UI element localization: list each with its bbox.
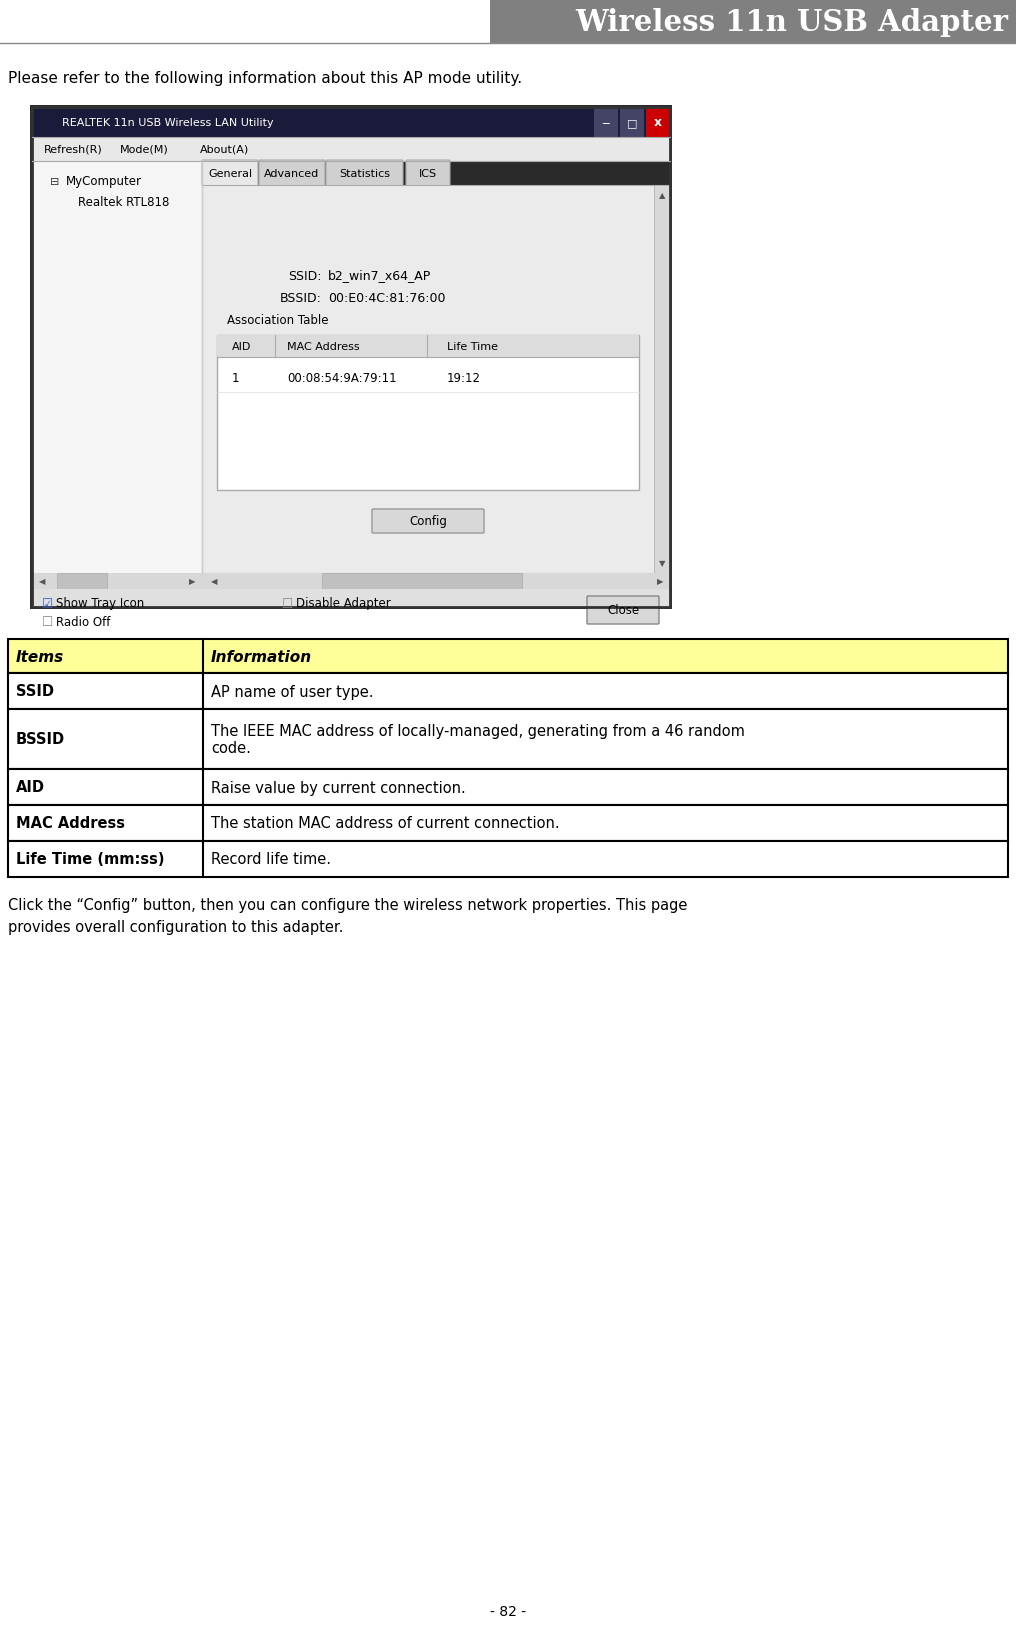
Text: Information: Information xyxy=(211,649,312,663)
Text: Radio Off: Radio Off xyxy=(56,615,111,628)
Text: AID: AID xyxy=(232,342,251,352)
FancyBboxPatch shape xyxy=(406,161,450,187)
Bar xyxy=(620,108,644,139)
Bar xyxy=(654,186,670,574)
Bar xyxy=(8,805,1008,841)
Bar xyxy=(0,0,490,44)
Text: Life Time (mm:ss): Life Time (mm:ss) xyxy=(16,852,165,867)
Text: MyComputer: MyComputer xyxy=(66,176,142,189)
Text: 19:12: 19:12 xyxy=(447,372,481,385)
Bar xyxy=(57,574,107,590)
Bar xyxy=(30,106,672,610)
Bar xyxy=(31,139,670,161)
Text: MAC Address: MAC Address xyxy=(16,817,125,831)
Text: AID: AID xyxy=(16,781,45,795)
Bar xyxy=(31,108,670,139)
Text: Statistics: Statistics xyxy=(339,170,390,179)
Text: 00:08:54:9A:79:11: 00:08:54:9A:79:11 xyxy=(287,372,396,385)
Text: AP name of user type.: AP name of user type. xyxy=(211,685,374,699)
Text: x: x xyxy=(654,116,662,129)
Text: BSSID:: BSSID: xyxy=(280,292,322,305)
Bar xyxy=(594,108,618,139)
Text: Record life time.: Record life time. xyxy=(211,852,331,867)
Text: BSSID: BSSID xyxy=(16,732,65,747)
Bar xyxy=(31,574,670,590)
Text: The IEEE MAC address of locally-managed, generating from a 46 random: The IEEE MAC address of locally-managed,… xyxy=(211,724,745,738)
Bar xyxy=(8,769,1008,805)
Text: - 82 -: - 82 - xyxy=(490,1604,526,1619)
Bar xyxy=(31,590,670,608)
Text: REALTEK 11n USB Wireless LAN Utility: REALTEK 11n USB Wireless LAN Utility xyxy=(62,117,273,127)
Text: SSID: SSID xyxy=(16,685,54,699)
Text: Items: Items xyxy=(16,649,64,663)
Bar xyxy=(31,161,202,574)
Text: Realtek RTL818: Realtek RTL818 xyxy=(78,196,170,209)
Text: ☑: ☑ xyxy=(42,597,53,610)
Text: ⊟: ⊟ xyxy=(50,178,59,187)
FancyBboxPatch shape xyxy=(259,161,325,187)
Text: ◀: ◀ xyxy=(39,577,46,587)
Bar xyxy=(490,0,1016,44)
Text: ◀: ◀ xyxy=(210,577,217,587)
Text: ▶: ▶ xyxy=(189,577,195,587)
Text: Show Tray Icon: Show Tray Icon xyxy=(56,597,144,610)
Text: ─: ─ xyxy=(602,117,610,127)
Text: Click the “Config” button, then you can configure the wireless network propertie: Click the “Config” button, then you can … xyxy=(8,898,688,913)
Bar xyxy=(8,841,1008,877)
Text: Disable Adapter: Disable Adapter xyxy=(296,597,391,610)
Text: Mode(M): Mode(M) xyxy=(120,145,169,155)
Text: 1: 1 xyxy=(232,372,240,385)
Text: ▲: ▲ xyxy=(658,191,665,200)
Text: b2_win7_x64_AP: b2_win7_x64_AP xyxy=(328,269,431,282)
Bar xyxy=(8,673,1008,709)
Text: SSID:: SSID: xyxy=(289,269,322,282)
Bar xyxy=(217,336,639,491)
Text: MAC Address: MAC Address xyxy=(287,342,360,352)
Text: code.: code. xyxy=(211,740,251,756)
Bar xyxy=(31,108,670,608)
Text: Please refer to the following information about this AP mode utility.: Please refer to the following informatio… xyxy=(8,70,522,85)
Text: provides overall configuration to this adapter.: provides overall configuration to this a… xyxy=(8,919,343,936)
FancyBboxPatch shape xyxy=(326,161,403,187)
Text: About(A): About(A) xyxy=(200,145,249,155)
Text: Life Time: Life Time xyxy=(447,342,498,352)
Bar xyxy=(322,574,522,590)
Text: ▶: ▶ xyxy=(656,577,663,587)
FancyBboxPatch shape xyxy=(587,597,659,624)
Text: General: General xyxy=(208,170,252,179)
Text: Refresh(R): Refresh(R) xyxy=(44,145,103,155)
FancyBboxPatch shape xyxy=(202,161,258,187)
Bar xyxy=(8,709,1008,769)
Text: Raise value by current connection.: Raise value by current connection. xyxy=(211,781,465,795)
Text: Close: Close xyxy=(607,605,639,618)
Text: □: □ xyxy=(627,117,637,127)
Text: Config: Config xyxy=(409,515,447,528)
Text: ☐: ☐ xyxy=(42,615,53,628)
Text: ☐: ☐ xyxy=(282,597,294,610)
Text: Wireless 11n USB Adapter: Wireless 11n USB Adapter xyxy=(575,8,1008,36)
Bar xyxy=(646,108,670,139)
Text: Association Table: Association Table xyxy=(227,315,328,328)
Text: 00:E0:4C:81:76:00: 00:E0:4C:81:76:00 xyxy=(328,292,445,305)
Text: Advanced: Advanced xyxy=(264,170,320,179)
Text: ▼: ▼ xyxy=(658,559,665,569)
Bar xyxy=(217,336,639,357)
Text: ICS: ICS xyxy=(419,170,437,179)
Text: The station MAC address of current connection.: The station MAC address of current conne… xyxy=(211,817,560,831)
Bar xyxy=(202,186,670,574)
FancyBboxPatch shape xyxy=(372,510,484,533)
Bar xyxy=(8,639,1008,673)
